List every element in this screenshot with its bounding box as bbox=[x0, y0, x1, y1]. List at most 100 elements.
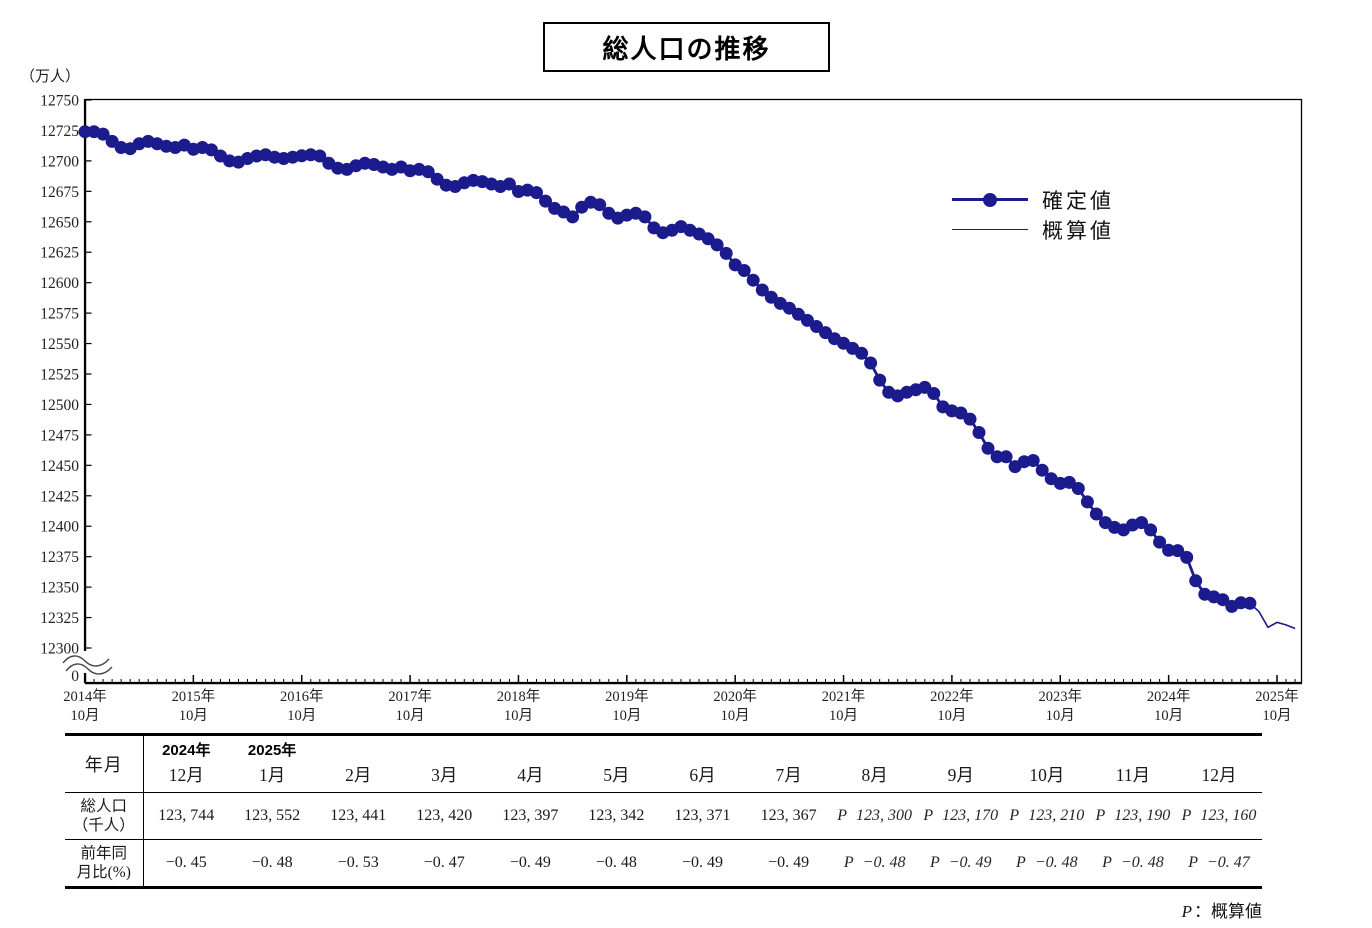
monthly-data-table: 年月 2024年 12月 2025年 1月 2月 3月 4月 5月 6月 7月 8月 9月 10月 11月 1… bbox=[65, 733, 1263, 889]
population-value: 123, 441 bbox=[315, 793, 401, 840]
prelim-p-symbol: P bbox=[837, 807, 848, 824]
yoy-value: P −0. 47 bbox=[1176, 840, 1262, 888]
y-zero-label: 0 bbox=[71, 668, 79, 685]
month-label: 8月 bbox=[861, 765, 888, 785]
table-month-header: 11月 bbox=[1090, 735, 1176, 793]
x-month-label: 10月 bbox=[829, 708, 858, 724]
x-month-label: 10月 bbox=[287, 708, 316, 724]
confirmed-data-point bbox=[539, 194, 552, 208]
y-tick-label: 12350 bbox=[40, 580, 79, 597]
month-header-cell: 6月 bbox=[659, 736, 745, 792]
x-month-label: 10月 bbox=[504, 708, 533, 724]
confirmed-data-point bbox=[1080, 495, 1094, 509]
cell-value: P −0. 49 bbox=[930, 854, 992, 871]
x-month-label: 10月 bbox=[179, 708, 208, 724]
x-year-label: 2014年 bbox=[63, 688, 107, 705]
month-label: 10月 bbox=[1029, 765, 1065, 785]
population-value: 123, 744 bbox=[143, 793, 229, 840]
x-year-label: 2025年 bbox=[1255, 688, 1299, 705]
yoy-value: P −0. 48 bbox=[832, 840, 918, 888]
year-label: 2025年 bbox=[247, 742, 297, 759]
x-year-label: 2015年 bbox=[172, 688, 216, 705]
y-tick-label: 12550 bbox=[40, 336, 79, 353]
cell-value: P −0. 47 bbox=[1188, 854, 1250, 871]
cell-value: 123, 342 bbox=[588, 807, 645, 824]
confirmed-data-point bbox=[1071, 482, 1085, 495]
month-header-cell: 9月 bbox=[918, 736, 1004, 792]
prelim-p-symbol: P bbox=[1181, 807, 1192, 824]
table-header-row: 年月 2024年 12月 2025年 1月 2月 3月 4月 5月 6月 7月 8月 9月 10月 11月 1… bbox=[65, 734, 1263, 793]
footnote-label: 概算値 bbox=[1211, 902, 1262, 921]
axis-break-squiggle bbox=[62, 655, 110, 667]
year-label: 2024年 bbox=[162, 742, 211, 759]
x-month-label: 10月 bbox=[1046, 708, 1075, 724]
population-value: P 123, 170 bbox=[918, 793, 1004, 840]
x-month-label: 10月 bbox=[937, 708, 966, 724]
population-line-chart: 12750 12725 12700 12675 12650 12625 12600 12575… bbox=[40, 93, 1303, 724]
y-tick-label: 12525 bbox=[40, 367, 79, 384]
prelim-p-symbol: P bbox=[1102, 854, 1112, 871]
y-tick-label: 12475 bbox=[40, 427, 79, 444]
plot-border bbox=[84, 98, 1303, 685]
axis-break-squiggle bbox=[65, 663, 113, 675]
confirmed-data-point bbox=[421, 165, 435, 179]
month-header-cell: 3月 bbox=[401, 736, 487, 792]
month-header-cell: 7月 bbox=[746, 736, 832, 792]
population-value: 123, 420 bbox=[401, 793, 487, 840]
prelim-value-text: 123, 300 bbox=[856, 807, 913, 824]
row-label-line: 月比(%) bbox=[76, 864, 131, 881]
prelim-value-text: 123, 160 bbox=[1200, 807, 1257, 824]
confirmed-data-point bbox=[96, 127, 110, 141]
prelim-value-text: −0. 48 bbox=[1034, 854, 1078, 871]
cell-value: −0. 53 bbox=[337, 854, 379, 871]
confirmed-data-point bbox=[502, 177, 516, 191]
y-tick-label: 12500 bbox=[40, 397, 79, 414]
chart-legend: 確定値 概算値 bbox=[952, 185, 1114, 245]
y-tick-label: 12675 bbox=[40, 184, 79, 201]
y-tick-label: 12625 bbox=[40, 245, 79, 262]
yoy-value: −0. 53 bbox=[315, 840, 401, 888]
month-label: 2月 bbox=[345, 765, 372, 785]
month-header-cell: 5月 bbox=[573, 736, 659, 792]
table-month-header: 6月 bbox=[659, 735, 745, 793]
prelim-value-text: −0. 48 bbox=[1120, 854, 1164, 871]
row-label-line: 前年同 bbox=[80, 844, 127, 862]
month-label: 9月 bbox=[947, 765, 974, 785]
footnote-p-symbol: P bbox=[1181, 902, 1192, 921]
month-label: 1月 bbox=[258, 765, 286, 785]
yoy-value: −0. 49 bbox=[659, 840, 745, 888]
confirmed-line-sample bbox=[952, 193, 1028, 207]
confirmed-data-point bbox=[800, 313, 814, 327]
month-header-cell: 2月 bbox=[315, 736, 401, 792]
x-month-label: 10月 bbox=[1154, 708, 1183, 724]
month-label: 3月 bbox=[431, 765, 458, 785]
yoy-value: −0. 49 bbox=[487, 840, 573, 888]
prelim-p-symbol: P bbox=[1095, 807, 1106, 824]
x-year-label: 2018年 bbox=[497, 688, 541, 705]
confirmed-data-point bbox=[313, 149, 327, 163]
prelim-p-symbol: P bbox=[923, 807, 934, 824]
prelim-p-symbol: P bbox=[843, 854, 854, 871]
yoy-value: −0. 49 bbox=[746, 840, 832, 888]
yoy-value: P −0. 49 bbox=[918, 840, 1004, 888]
legend-label-confirmed: 確定値 bbox=[1042, 190, 1114, 213]
cell-value: −0. 49 bbox=[509, 854, 551, 871]
cell-value: P 123, 210 bbox=[1009, 807, 1084, 824]
population-value: P 123, 190 bbox=[1090, 793, 1176, 840]
monthly-data-table-wrap: 年月 2024年 12月 2025年 1月 2月 3月 4月 5月 6月 7月 8月 9月 10月 11月 1… bbox=[65, 733, 1263, 889]
confirmed-data-point bbox=[737, 264, 751, 277]
y-tick-label: 12700 bbox=[40, 153, 79, 170]
confirmed-data-point bbox=[981, 441, 995, 455]
x-year-label: 2019年 bbox=[605, 688, 649, 705]
confirmed-data-point bbox=[954, 406, 968, 420]
prelim-p-symbol: P bbox=[1188, 854, 1198, 871]
month-label: 12月 bbox=[1201, 765, 1237, 785]
confirmed-data-point bbox=[1180, 550, 1194, 564]
confirmed-data-point bbox=[78, 125, 92, 139]
confirmed-data-point bbox=[990, 450, 1004, 464]
prelim-value-text: −0. 49 bbox=[948, 854, 992, 871]
cell-value: −0. 49 bbox=[768, 854, 810, 871]
confirmed-data-point bbox=[999, 450, 1013, 464]
population-row-label: 総人口 （千人） bbox=[65, 792, 144, 840]
